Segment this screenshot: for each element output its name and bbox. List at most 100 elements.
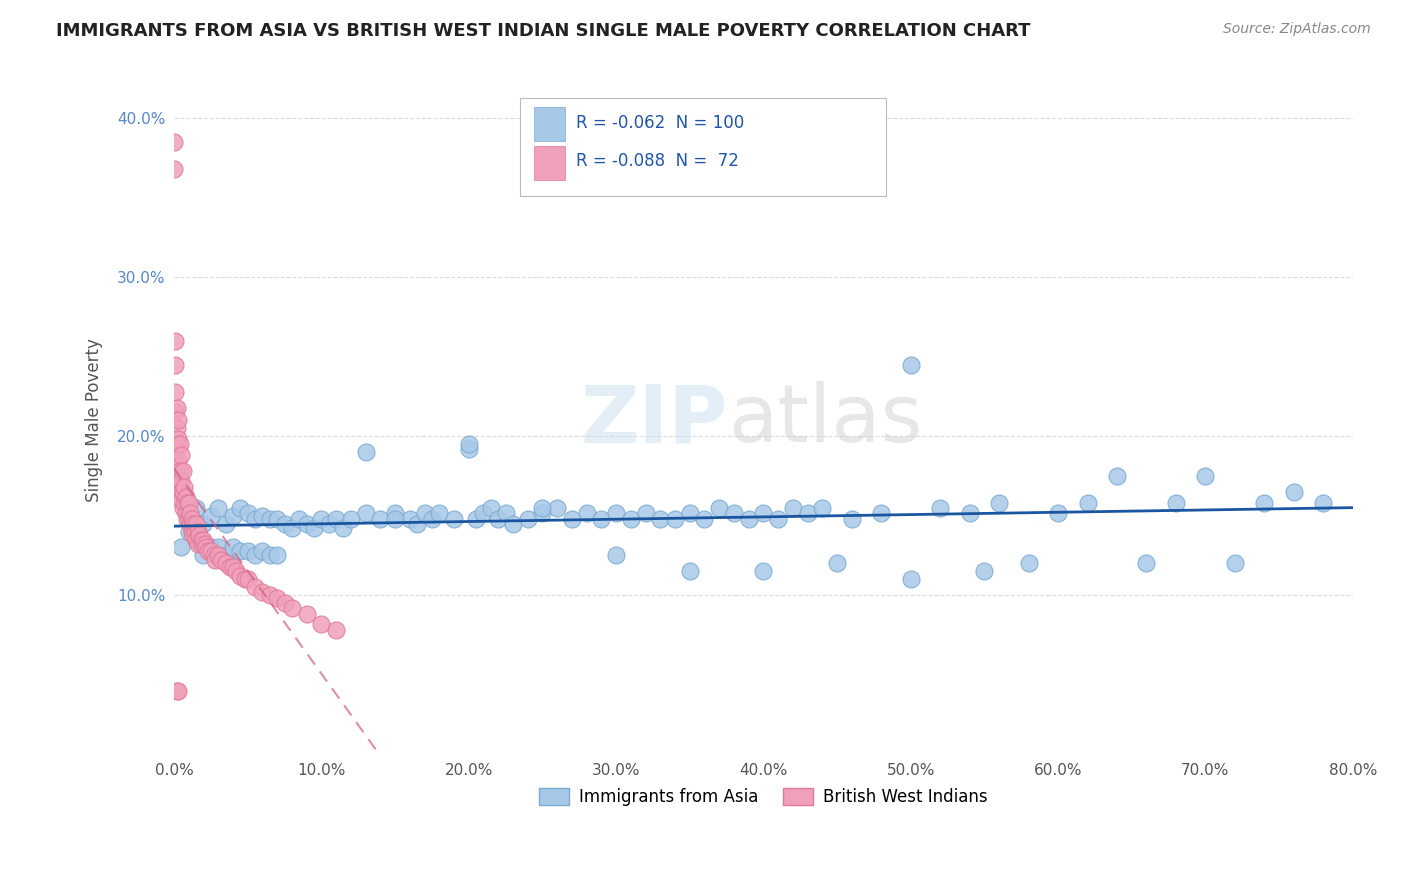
Point [191,537,214,551]
Point [188,528,211,542]
Text: ZIP: ZIP [581,381,728,459]
Point [179,506,201,520]
Point [184,533,207,547]
Point [266,512,288,526]
Point [273,516,295,531]
Point [170,448,193,462]
Point [165,384,187,399]
Point [457,442,479,456]
Point [752,506,775,520]
Point [166,437,188,451]
Point [288,512,311,526]
Point [1312,496,1334,510]
Text: R = -0.062  N = 100: R = -0.062 N = 100 [576,114,745,132]
Point [679,565,702,579]
Point [181,516,204,531]
Point [167,683,190,698]
Point [368,512,391,526]
Point [605,506,627,520]
Point [929,500,952,515]
Point [193,533,215,547]
Point [516,512,538,526]
Point [591,512,613,526]
Point [163,135,186,149]
Point [176,496,198,510]
Point [620,512,643,526]
Point [384,512,406,526]
Point [187,537,209,551]
Point [295,607,318,622]
Point [531,500,554,515]
Text: R = -0.088  N =  72: R = -0.088 N = 72 [576,152,740,169]
Point [486,512,509,526]
Point [177,524,200,539]
Point [318,516,340,531]
Point [1105,469,1128,483]
Point [259,588,281,602]
Point [165,405,187,419]
Point [420,512,443,526]
Point [167,413,190,427]
Point [229,569,252,583]
Point [243,580,266,594]
Point [900,572,922,586]
Point [443,512,465,526]
Point [340,512,363,526]
Point [634,506,657,520]
Point [546,500,568,515]
Point [502,516,524,531]
Point [195,541,218,555]
Point [180,512,202,526]
Point [214,549,236,563]
Point [825,557,848,571]
Point [281,601,304,615]
Point [167,453,190,467]
Point [679,506,702,520]
Point [166,401,188,415]
Point [165,334,187,348]
Point [166,683,188,698]
Point [384,506,406,520]
Point [737,512,759,526]
Point [179,516,201,531]
Point [243,549,266,563]
Y-axis label: Single Male Poverty: Single Male Poverty [86,338,103,502]
Point [259,549,281,563]
Point [605,549,627,563]
Point [176,512,198,526]
Point [1253,496,1275,510]
Point [325,623,347,637]
Point [177,496,200,510]
Point [172,464,194,478]
Point [222,559,245,574]
Point [233,572,256,586]
Point [1018,557,1040,571]
Point [723,506,745,520]
Point [193,549,215,563]
Point [180,524,202,539]
Legend: Immigrants from Asia, British West Indians: Immigrants from Asia, British West India… [533,781,994,813]
Point [169,484,191,499]
Point [259,512,281,526]
Point [163,162,186,177]
Point [1076,496,1098,510]
Point [184,516,207,531]
Text: Source: ZipAtlas.com: Source: ZipAtlas.com [1223,22,1371,37]
Point [190,533,212,547]
Point [167,474,190,488]
Point [1164,496,1187,510]
Point [197,543,219,558]
Point [184,533,207,547]
Point [207,500,229,515]
Point [959,506,981,520]
Point [752,565,775,579]
Point [841,512,863,526]
Point [1282,484,1305,499]
Point [870,506,893,520]
Point [457,437,479,451]
Point [1135,557,1157,571]
Point [311,512,333,526]
Point [398,512,420,526]
Point [209,553,232,567]
Point [973,565,995,579]
